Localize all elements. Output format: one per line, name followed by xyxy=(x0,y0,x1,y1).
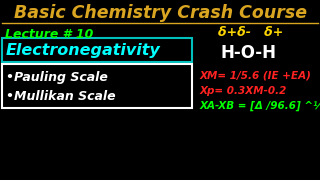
Text: Lecture # 10: Lecture # 10 xyxy=(5,28,93,42)
Text: XA-XB = [Δ /96.6] ^½: XA-XB = [Δ /96.6] ^½ xyxy=(200,101,320,111)
Text: •Pauling Scale: •Pauling Scale xyxy=(6,71,108,84)
Text: H-O-H: H-O-H xyxy=(220,44,276,62)
Text: •Mullikan Scale: •Mullikan Scale xyxy=(6,89,116,102)
Text: XM= 1/5.6 (IE +EA): XM= 1/5.6 (IE +EA) xyxy=(200,70,312,80)
Text: Xp= 0.3XM-0.2: Xp= 0.3XM-0.2 xyxy=(200,86,287,96)
Text: Basic Chemistry Crash Course: Basic Chemistry Crash Course xyxy=(13,4,307,22)
Bar xyxy=(2,64,192,108)
Text: δ+δ-   δ+: δ+δ- δ+ xyxy=(218,26,283,39)
Bar xyxy=(2,38,192,62)
Text: Electronegativity: Electronegativity xyxy=(6,42,161,57)
